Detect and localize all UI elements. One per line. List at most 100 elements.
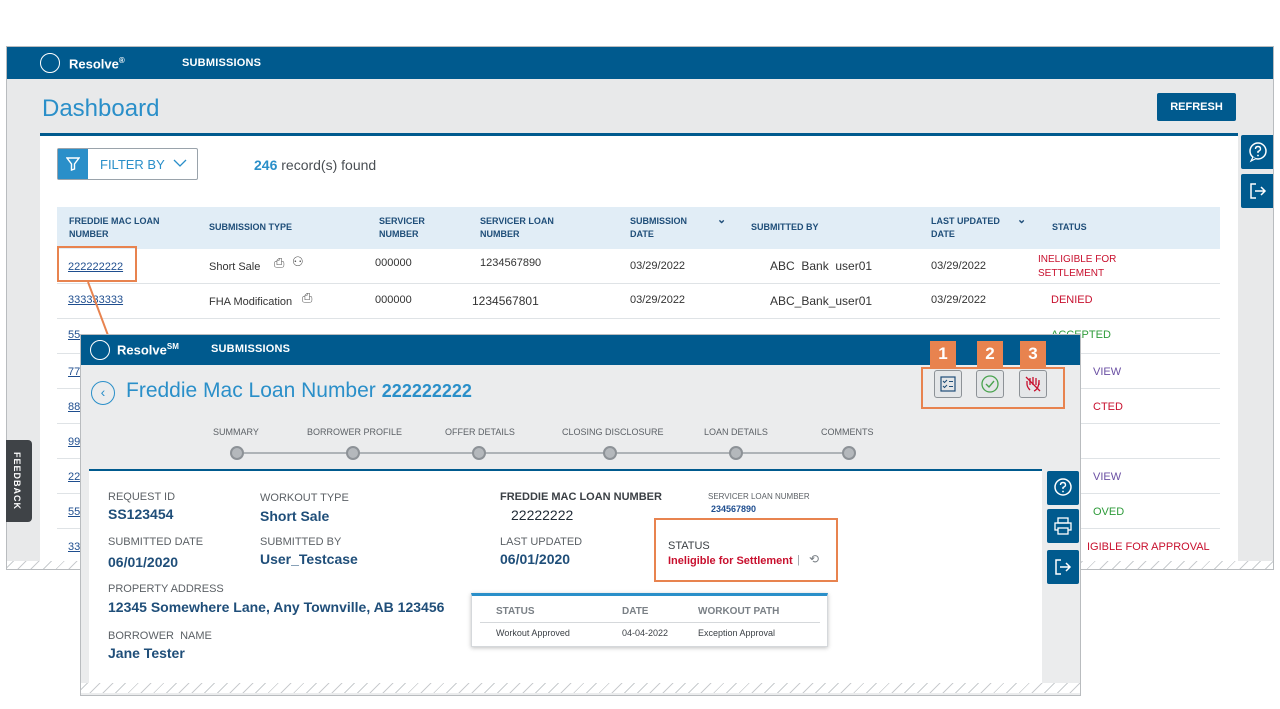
title-divider xyxy=(40,133,1238,136)
step-label-offer-details[interactable]: OFFER DETAILS xyxy=(445,427,515,437)
refresh-button[interactable]: REFRESH xyxy=(1157,93,1236,121)
step-label-comments[interactable]: COMMENTS xyxy=(821,427,874,437)
status-separator: | xyxy=(797,554,800,566)
table-row[interactable]: 333333333 FHA Modification ⎙ 000000 1234… xyxy=(57,284,1220,319)
step-label-closing-disclosure[interactable]: CLOSING DISCLOSURE xyxy=(562,427,664,437)
record-count: 246 record(s) found xyxy=(254,157,377,173)
submission-date: 03/29/2022 xyxy=(630,260,686,272)
filter-by-button[interactable]: FILTER BY xyxy=(57,148,198,180)
col-loan-number[interactable]: FREDDIE MAC LOAN NUMBER xyxy=(69,216,160,239)
callout-number-3: 3 xyxy=(1020,341,1046,367)
filter-icon xyxy=(58,149,88,179)
status-callout xyxy=(654,518,838,582)
sort-chevron-icon[interactable]: ⌄ xyxy=(1017,214,1027,226)
status-badge: CTED xyxy=(1093,401,1123,413)
chevron-down-icon xyxy=(172,155,188,174)
help-icon[interactable] xyxy=(1241,135,1273,169)
approve-check-icon[interactable] xyxy=(976,370,1004,398)
status-badge: VIEW xyxy=(1093,471,1122,483)
step-label-loan-details[interactable]: LOAN DETAILS xyxy=(704,427,768,437)
loan-link-callout xyxy=(57,246,137,282)
col-submitted-by[interactable]: SUBMITTED BY xyxy=(751,222,819,232)
step-loan-details[interactable] xyxy=(729,446,743,460)
callout-number-2: 2 xyxy=(977,341,1003,367)
step-label-borrower-profile[interactable]: BORROWER PROFILE xyxy=(307,427,403,437)
feedback-tab[interactable]: FEEDBACK xyxy=(6,440,32,522)
history-col-date: DATE xyxy=(622,606,649,617)
status-value: Ineligible for Settlement xyxy=(668,555,793,567)
col-status[interactable]: STATUS xyxy=(1052,222,1087,232)
last-updated-value: 06/01/2020 xyxy=(500,551,571,567)
workout-type-label: WORKOUT TYPE xyxy=(260,492,349,504)
loan-number-link[interactable]: 222222222 xyxy=(68,261,124,273)
history-icon[interactable]: ⟲ xyxy=(809,552,820,566)
last-updated-label: LAST UPDATED xyxy=(500,536,583,548)
print-icon[interactable] xyxy=(1047,509,1079,543)
progress-track xyxy=(236,452,851,454)
logout-icon[interactable] xyxy=(1047,550,1079,584)
step-comments[interactable] xyxy=(842,446,856,460)
submitted-by: ABC_Bank_user01 xyxy=(770,294,873,308)
loan-number-link[interactable]: 55 xyxy=(68,506,81,518)
document-icon: ⎙ xyxy=(302,290,313,305)
loan-number: 222222222 xyxy=(381,381,472,401)
loan-detail-window: ResolveSM SUBMISSIONS ‹ Freddie Mac Loan… xyxy=(80,334,1081,696)
servicer-loan-number: 1234567801 xyxy=(472,294,539,308)
col-last-updated[interactable]: LAST UPDATED DATE xyxy=(931,216,1000,239)
loan-summary-card: REQUEST ID SS123454 WORKOUT TYPE Short S… xyxy=(89,469,1042,683)
step-summary[interactable] xyxy=(230,446,244,460)
brand-name[interactable]: Resolve® xyxy=(69,56,125,72)
filter-by-label: FILTER BY xyxy=(100,157,165,172)
history-col-workout-path: WORKOUT PATH xyxy=(698,606,780,617)
submitted-date-label: SUBMITTED DATE xyxy=(108,536,204,548)
last-updated: 03/29/2022 xyxy=(931,294,987,306)
loan-number-link[interactable]: 77 xyxy=(68,366,81,378)
history-date-value: 04-04-2022 xyxy=(622,628,669,638)
back-arrow-icon[interactable]: ‹ xyxy=(91,381,115,405)
step-offer-details[interactable] xyxy=(472,446,486,460)
nav-submissions[interactable]: SUBMISSIONS xyxy=(182,57,262,69)
nav-submissions[interactable]: SUBMISSIONS xyxy=(211,343,291,355)
request-id-value: SS123454 xyxy=(108,506,174,522)
step-closing-disclosure[interactable] xyxy=(603,446,617,460)
loan-number-link[interactable]: 55 xyxy=(68,329,81,341)
brand-name[interactable]: ResolveSM xyxy=(117,342,179,358)
loan-number-link[interactable]: 88 xyxy=(68,401,81,413)
status-badge: OVED xyxy=(1093,506,1125,518)
history-col-status: STATUS xyxy=(496,606,535,617)
servicer-number: 000000 xyxy=(375,257,412,269)
history-workout-path-value: Exception Approval xyxy=(698,628,776,638)
help-icon[interactable] xyxy=(1047,471,1079,505)
borrower-name-value: Jane Tester xyxy=(108,645,185,661)
resolve-logo-icon xyxy=(40,53,60,73)
workout-type-value: Short Sale xyxy=(260,508,330,524)
fm-loan-number-value: 22222222 xyxy=(511,507,574,523)
loan-number-link[interactable]: 99 xyxy=(68,436,81,448)
people-icon: ⚇ xyxy=(292,254,304,269)
status-history-popup: STATUS DATE WORKOUT PATH Workout Approve… xyxy=(471,593,828,647)
loan-number-link[interactable]: 33 xyxy=(68,541,81,553)
checklist-icon[interactable] xyxy=(934,370,962,398)
property-address-value: 12345 Somewhere Lane, Any Townville, AB … xyxy=(108,599,445,615)
step-borrower-profile[interactable] xyxy=(346,446,360,460)
submitted-date-value: 06/01/2020 xyxy=(108,554,179,570)
table-row[interactable]: 33 IGIBLE FOR APPROVAL xyxy=(57,529,1220,564)
submitted-by: ABC Bank user01 xyxy=(770,259,873,273)
step-label-summary[interactable]: SUMMARY xyxy=(213,427,259,437)
col-servicer-loan-number[interactable]: SERVICER LOAN NUMBER xyxy=(480,216,554,239)
torn-edge xyxy=(81,683,1080,693)
col-submission-type[interactable]: SUBMISSION TYPE xyxy=(209,222,293,232)
servicer-loan-number-label: SERVICER LOAN NUMBER xyxy=(708,492,810,501)
status-badge: VIEW xyxy=(1093,366,1122,378)
history-status-value: Workout Approved xyxy=(496,628,570,638)
col-submission-date[interactable]: SUBMISSION DATE xyxy=(630,216,688,239)
callout-number-1: 1 xyxy=(930,341,956,367)
stop-hand-icon[interactable] xyxy=(1019,370,1047,398)
table-row[interactable]: 222222222 Short Sale ⎙ ⚇ 000000 12345678… xyxy=(57,249,1220,284)
loan-number-link[interactable]: 22 xyxy=(68,471,81,483)
last-updated: 03/29/2022 xyxy=(931,260,987,272)
document-icon: ⎙ xyxy=(274,255,285,270)
logout-icon[interactable] xyxy=(1241,174,1273,208)
col-servicer-number[interactable]: SERVICER NUMBER xyxy=(379,216,425,239)
sort-chevron-icon[interactable]: ⌄ xyxy=(717,214,727,226)
